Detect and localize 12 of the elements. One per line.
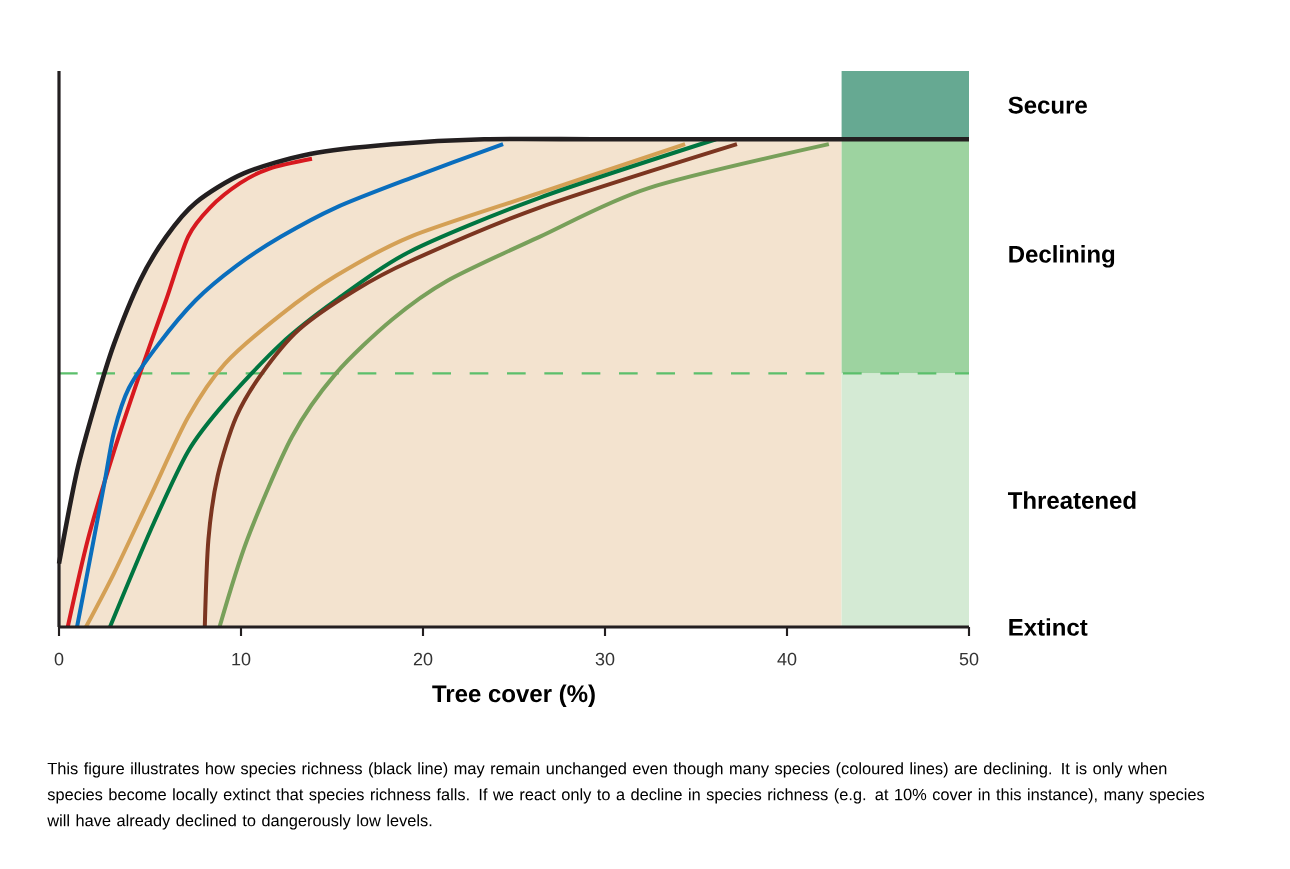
x-tick-label: 0 [54, 652, 64, 666]
text: This figure illustrates how species richness (black line) may remain unchanged even though many species (coloured lines) are declining. It is only when species become locally extinct that species richness falls. If we react only to a decline in species richness (e.g. at 10% cover in this instance), many species will have already declined to dangerously low levels. [47, 762, 1205, 830]
x-tick-label: 20 [413, 652, 433, 666]
x-tick-label: 50 [959, 652, 979, 666]
x-tick-label: 40 [777, 652, 797, 666]
x-tick-label: 10 [232, 652, 251, 666]
x-axis-title: Tree cover (%) [432, 684, 595, 707]
annotation: Extinct [1009, 618, 1088, 636]
band-label: Declining [1009, 245, 1115, 268]
band-label: Threatened [1007, 491, 1136, 509]
x-tick-label: 30 [595, 652, 615, 666]
band-label: Secure [1008, 96, 1087, 114]
